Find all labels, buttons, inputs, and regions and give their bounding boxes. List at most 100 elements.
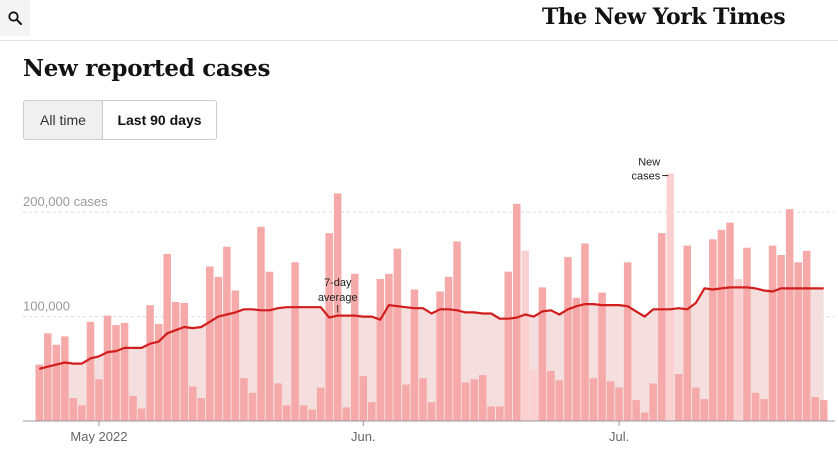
case-bar bbox=[112, 325, 120, 421]
average-annotation-line1: 7-day bbox=[324, 277, 352, 289]
case-bar bbox=[240, 378, 248, 421]
case-bar bbox=[581, 243, 589, 421]
case-bar bbox=[171, 302, 180, 421]
annotations: 7-day average New cases bbox=[318, 157, 669, 313]
case-bar bbox=[206, 266, 214, 421]
case-bar bbox=[564, 257, 572, 421]
case-bar bbox=[385, 273, 393, 421]
case-bar bbox=[308, 409, 316, 421]
case-bar bbox=[538, 287, 547, 421]
case-bar bbox=[180, 303, 189, 421]
y-tick-label-bg bbox=[20, 298, 80, 314]
case-bar bbox=[163, 254, 171, 421]
case-bar bbox=[726, 222, 734, 421]
search-icon bbox=[8, 11, 22, 25]
page-title: New reported cases bbox=[23, 55, 271, 82]
y-tick-label: 200,000 cases bbox=[23, 194, 108, 209]
case-bar bbox=[675, 374, 683, 421]
cases-chart: 100,000 200,000 cases May 2022 Jun. Jul. 7-… bbox=[20, 157, 835, 444]
case-bar bbox=[393, 248, 402, 421]
x-tick-label: May 2022 bbox=[70, 429, 127, 444]
case-bar bbox=[291, 262, 299, 421]
case-bar bbox=[231, 290, 240, 421]
case-bar bbox=[709, 239, 717, 421]
case-bar bbox=[410, 289, 419, 421]
case-bar bbox=[623, 262, 632, 421]
case-bar bbox=[496, 406, 504, 421]
bars bbox=[35, 173, 828, 421]
case-bar bbox=[811, 397, 819, 421]
case-bar bbox=[78, 405, 86, 421]
case-bar bbox=[504, 271, 513, 421]
case-bar bbox=[86, 321, 95, 421]
case-bar bbox=[351, 273, 359, 421]
case-bar bbox=[137, 408, 146, 421]
case-bar bbox=[359, 376, 368, 421]
case-bar bbox=[606, 381, 615, 421]
case-bar bbox=[427, 402, 436, 421]
case-bar bbox=[547, 370, 555, 421]
case-bar bbox=[69, 398, 78, 421]
search-button[interactable] bbox=[0, 0, 30, 36]
case-bar bbox=[154, 323, 163, 421]
case-bar bbox=[265, 271, 274, 421]
case-bar bbox=[743, 247, 751, 421]
case-bar bbox=[103, 315, 112, 421]
case-bar bbox=[521, 250, 530, 421]
case-bar bbox=[598, 292, 606, 421]
case-bar bbox=[487, 406, 495, 421]
case-bar bbox=[223, 246, 231, 421]
case-bar bbox=[444, 276, 453, 421]
case-bar bbox=[760, 399, 768, 421]
nyt-logo[interactable]: The New York Times bbox=[542, 4, 786, 30]
last-90-days-button[interactable]: Last 90 days bbox=[103, 101, 216, 139]
case-bar bbox=[589, 378, 598, 421]
x-tick-label: Jul. bbox=[609, 429, 629, 444]
new-cases-annotation-line1: New bbox=[638, 157, 660, 169]
case-bar bbox=[325, 233, 333, 421]
case-bar bbox=[802, 250, 811, 421]
top-bar: The New York Times bbox=[0, 0, 838, 41]
case-bar bbox=[640, 412, 649, 421]
case-bar bbox=[274, 383, 282, 421]
case-bar bbox=[649, 383, 657, 421]
case-bar bbox=[95, 379, 103, 421]
y-tick-label: 100,000 bbox=[23, 299, 70, 314]
case-bar bbox=[768, 245, 777, 421]
case-bar bbox=[368, 402, 376, 421]
y-axis: 100,000 200,000 cases bbox=[20, 194, 125, 314]
case-bar bbox=[52, 344, 61, 421]
case-bar bbox=[282, 405, 291, 421]
case-bar bbox=[120, 322, 129, 421]
x-axis: May 2022 Jun. Jul. bbox=[70, 421, 629, 444]
case-bar bbox=[820, 400, 828, 421]
case-bar bbox=[478, 375, 487, 421]
case-bar bbox=[189, 386, 197, 421]
case-bar bbox=[734, 279, 743, 421]
x-tick-label: Jun. bbox=[351, 429, 376, 444]
all-time-button[interactable]: All time bbox=[24, 101, 103, 139]
case-bar bbox=[257, 226, 265, 421]
case-bar bbox=[751, 392, 760, 421]
case-bar bbox=[555, 380, 564, 421]
case-bar bbox=[419, 378, 427, 421]
case-bar bbox=[453, 241, 461, 421]
case-bar bbox=[461, 382, 470, 421]
case-bar bbox=[35, 364, 44, 421]
case-bar bbox=[777, 255, 785, 421]
case-bar bbox=[197, 398, 206, 421]
case-bar bbox=[129, 395, 137, 421]
case-bar bbox=[146, 305, 154, 421]
case-bar bbox=[794, 262, 802, 421]
case-bar bbox=[683, 245, 692, 421]
case-bar bbox=[376, 279, 385, 421]
case-bar bbox=[61, 336, 69, 421]
case-bar bbox=[717, 229, 726, 421]
case-bar bbox=[316, 387, 325, 421]
average-line bbox=[39, 286, 824, 370]
case-bar bbox=[615, 387, 623, 421]
case-bar bbox=[44, 333, 52, 421]
y-tick-label-bg bbox=[20, 194, 125, 210]
case-bar bbox=[299, 405, 308, 421]
case-bar bbox=[470, 379, 478, 421]
